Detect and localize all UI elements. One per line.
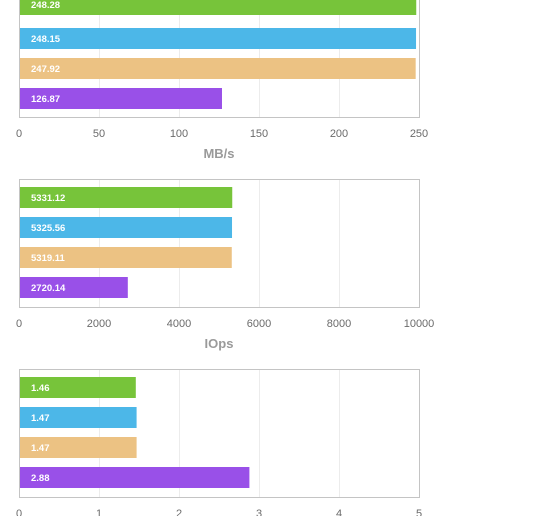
data-label: 5331.12 (31, 193, 65, 204)
data-label: 248.15 (31, 34, 61, 45)
bar (20, 437, 137, 458)
bar (20, 28, 417, 49)
bar (20, 0, 417, 15)
chart-2: 0 2000 4000 6000 8000 10000 5331.12 5325.56 5319… (16, 179, 435, 351)
x-tick-label: 0 (16, 318, 22, 330)
data-label: 1.47 (31, 443, 50, 454)
x-tick-label: 2000 (87, 318, 111, 330)
data-label: 247.92 (31, 64, 60, 75)
bar (20, 217, 233, 238)
x-tick-label: 6000 (247, 318, 271, 330)
x-axis-title: MB/s (203, 146, 234, 161)
x-tick-label: 0 (16, 508, 22, 516)
x-tick-label: 5 (416, 508, 422, 516)
x-tick-label: 50 (93, 128, 105, 140)
data-label: 1.47 (31, 413, 50, 424)
data-label: 126.87 (31, 94, 60, 105)
x-tick-label: 8000 (327, 318, 351, 330)
x-tick-label: 4 (336, 508, 342, 516)
x-axis-title: IOps (205, 336, 234, 351)
data-label: 2.88 (31, 473, 50, 484)
x-tick-label: 250 (410, 128, 428, 140)
data-label: 5325.56 (31, 223, 65, 234)
x-tick-label: 10000 (404, 318, 435, 330)
chart-3: 0 1 2 3 4 5 1.46 1.47 1.47 2.88 (16, 369, 422, 516)
x-tick-label: 3 (256, 508, 262, 516)
x-tick-label: 100 (170, 128, 188, 140)
x-tick-label: 200 (330, 128, 348, 140)
data-label: 1.46 (31, 383, 50, 394)
chart-1: 0 50 100 150 200 250 248.28 248.15 247.92 126.87 M… (16, 0, 428, 161)
x-tick-label: 1 (96, 508, 102, 516)
x-tick-label: 4000 (167, 318, 191, 330)
bar (20, 187, 233, 208)
x-tick-label: 150 (250, 128, 268, 140)
data-label: 248.28 (31, 0, 60, 11)
data-label: 5319.11 (31, 253, 66, 264)
x-tick-label: 2 (176, 508, 182, 516)
bar (20, 377, 136, 398)
bar (20, 407, 137, 428)
data-label: 2720.14 (31, 283, 66, 294)
bar (20, 58, 416, 79)
bar (20, 467, 250, 488)
bar (20, 88, 222, 109)
x-tick-label: 0 (16, 128, 22, 140)
bar (20, 247, 232, 268)
bar (20, 277, 128, 298)
